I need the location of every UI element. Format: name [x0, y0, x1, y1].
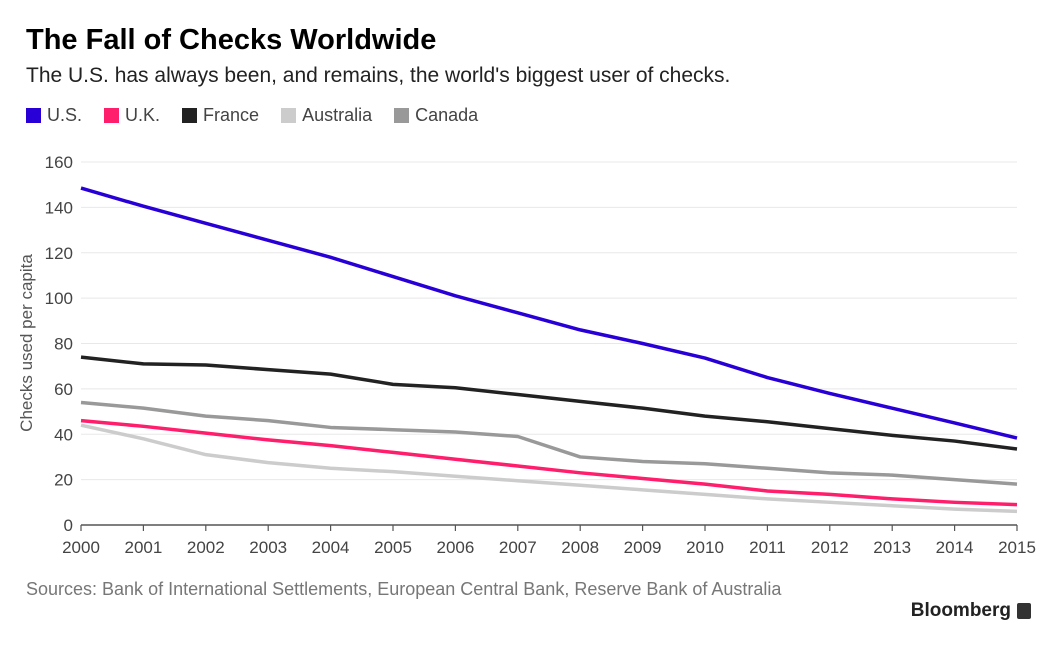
y-tick-label: 0: [64, 516, 73, 535]
legend-item: Canada: [394, 105, 478, 126]
legend-label: U.S.: [47, 105, 83, 125]
legend-item: U.S.: [26, 105, 82, 126]
y-tick-label: 60: [54, 380, 73, 399]
legend-label: Australia: [302, 105, 373, 125]
x-tick-label: 2000: [62, 538, 100, 557]
x-tick-label: 2014: [936, 538, 974, 557]
x-tick-label: 2002: [187, 538, 225, 557]
y-tick-label: 160: [45, 153, 73, 172]
series-line-france: [80, 355, 1018, 451]
series-line-canada: [80, 400, 1018, 486]
x-tick-label: 2011: [749, 538, 786, 557]
x-tick-label: 2013: [873, 538, 911, 557]
y-tick-label: 40: [54, 425, 73, 444]
y-axis-label: Checks used per capita: [17, 254, 36, 432]
x-tick-label: 2012: [811, 538, 849, 557]
series-line-us: [80, 186, 1018, 440]
legend-item: U.K.: [104, 105, 160, 126]
legend-swatch: [281, 108, 297, 123]
x-tick-label: 2001: [124, 538, 162, 557]
legend-item: Australia: [281, 105, 372, 126]
legend-swatch: [26, 108, 41, 123]
brand-name: Bloomberg: [910, 600, 1011, 621]
y-tick-label: 100: [45, 289, 73, 308]
legend-swatch: [182, 108, 198, 123]
brand-logo: Bloomberg: [911, 600, 1031, 622]
x-tick-label: 2015: [998, 538, 1036, 557]
legend-swatch: [394, 108, 410, 123]
x-tick-label: 2003: [249, 538, 287, 557]
bloomberg-icon: [1017, 603, 1031, 619]
series-line-uk: [80, 418, 1018, 507]
legend-label: Canada: [415, 105, 479, 125]
legend-label: U.K.: [125, 105, 161, 125]
x-tick-label: 2009: [624, 538, 662, 557]
x-tick-label: 2004: [312, 538, 350, 557]
y-tick-label: 20: [54, 471, 73, 490]
legend-swatch: [104, 108, 120, 123]
y-tick-label: 80: [54, 335, 73, 354]
legend-item: France: [182, 105, 259, 126]
legend: U.S. U.K. France Australia Canada: [26, 105, 500, 126]
x-tick-label: 2006: [436, 538, 474, 557]
chart-title: The Fall of Checks Worldwide: [26, 24, 437, 56]
x-tick-label: 2005: [374, 538, 412, 557]
chart-subtitle: The U.S. has always been, and remains, t…: [26, 64, 731, 87]
y-tick-label: 140: [45, 198, 73, 217]
series-line-australia: [80, 423, 1018, 514]
legend-label: France: [203, 105, 260, 125]
source-note: Sources: Bank of International Settlemen…: [26, 579, 782, 599]
x-tick-label: 2007: [499, 538, 537, 557]
y-tick-label: 120: [45, 244, 73, 263]
x-tick-label: 2008: [561, 538, 599, 557]
x-tick-label: 2010: [686, 538, 724, 557]
